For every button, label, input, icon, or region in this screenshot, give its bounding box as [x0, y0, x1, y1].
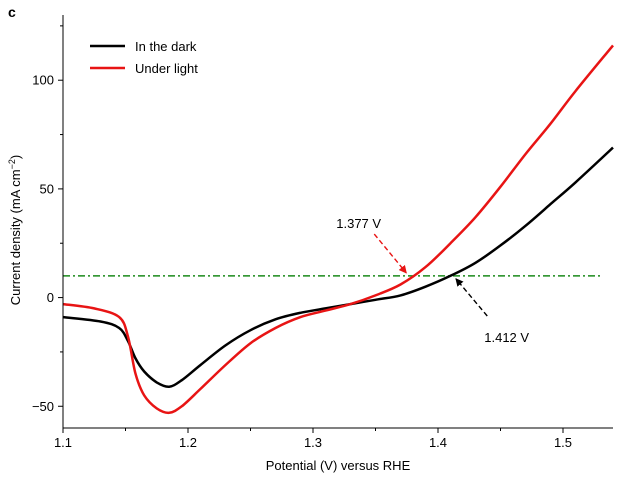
annotation-arrow — [455, 278, 488, 317]
y-tick-label: 50 — [40, 181, 54, 196]
axes — [62, 15, 613, 429]
ticks-layer: 1.1 1.2 1.3 1.4 1.5 −50 0 50 100 — [32, 25, 572, 450]
annotation-label: 1.412 V — [484, 330, 529, 345]
series-line-dark — [62, 146, 614, 388]
legend-label-light: Under light — [135, 61, 198, 76]
x-tick-label: 1.1 — [54, 435, 72, 450]
x-axis-title: Potential (V) versus RHE — [266, 458, 411, 473]
legend: In the dark Under light — [90, 39, 198, 76]
series-line-light — [62, 44, 614, 415]
series-layer — [62, 44, 614, 415]
panel-label: c — [8, 4, 16, 20]
x-tick-label: 1.3 — [304, 435, 322, 450]
annotation-arrow — [373, 233, 407, 274]
y-tick-label: −50 — [32, 399, 54, 414]
y-axis-title-close: ) — [8, 155, 23, 159]
y-tick-label: 0 — [47, 290, 54, 305]
annotation-label: 1.377 V — [336, 216, 381, 231]
annotations: 1.377 V 1.412 V — [336, 216, 529, 345]
x-tick-label: 1.5 — [554, 435, 572, 450]
y-axis-title-main: Current density (mA cm — [8, 169, 23, 305]
y-axis-title: Current density (mA cm−2) — [7, 155, 23, 305]
y-axis-title-superscript: −2 — [7, 159, 17, 169]
legend-label-dark: In the dark — [135, 39, 197, 54]
y-tick-label: 100 — [32, 73, 54, 88]
x-tick-label: 1.4 — [429, 435, 447, 450]
x-tick-label: 1.2 — [179, 435, 197, 450]
